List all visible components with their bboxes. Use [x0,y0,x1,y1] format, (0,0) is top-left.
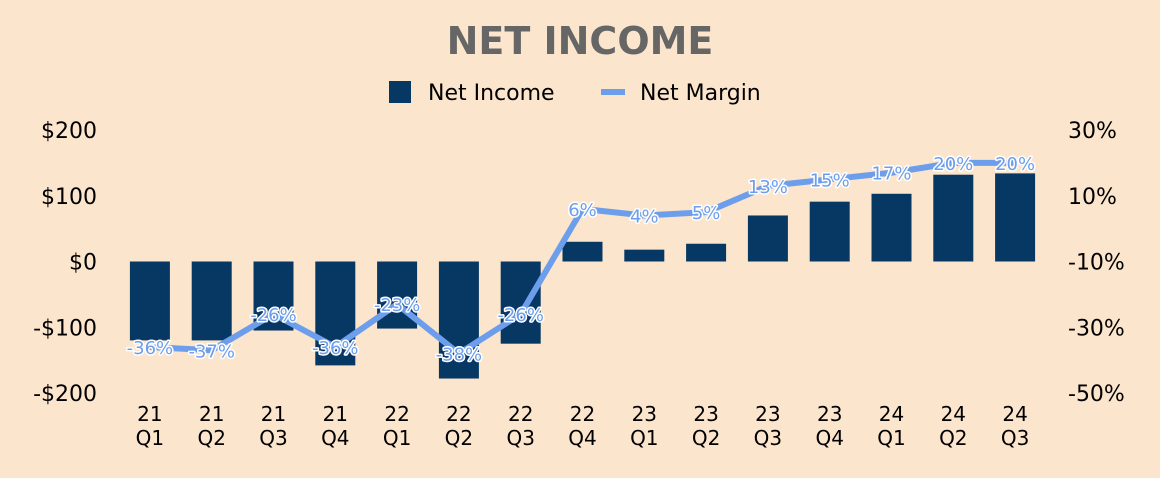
data-label-net-margin: -37% [188,341,235,362]
line-net-margin [146,159,1019,357]
left-tick-label: -$100 [33,316,97,341]
category-label: 23 Q1 [630,402,658,450]
right-tick-label: 30% [1068,119,1117,144]
data-label-net-margin: 20% [995,154,1035,175]
category-label: 21 Q1 [136,402,164,450]
chart-title: NET INCOME [447,19,714,63]
data-label-net-margin: 6% [568,200,597,221]
right-tick-label: -50% [1068,382,1125,407]
legend-label-net-margin: Net Margin [640,81,761,106]
bar-net-income [191,261,232,341]
category-label: 23 Q3 [754,402,782,450]
right-axis: 30% 10% -10% -30% -50% [1068,119,1125,407]
right-tick-label: -30% [1068,316,1125,341]
left-axis: $200 $100 $0 -$100 -$200 [33,119,97,407]
legend: Net Income Net Margin [389,81,761,106]
right-tick-label: 10% [1068,185,1117,210]
category-axis: 21 Q1 21 Q2 21 Q3 21 Q4 22 Q1 22 Q2 22 Q3 22 Q4 23 Q1 23 Q2… [136,402,1030,450]
bar-net-income [129,261,170,341]
bar-net-income [624,249,665,262]
data-label-net-margin: -26% [497,305,544,326]
category-label: 21 Q2 [197,402,225,450]
legend-swatch-net-income [389,81,411,103]
left-tick-label: -$200 [33,382,97,407]
bar-net-income [562,241,603,262]
data-label-net-margin: -36% [127,338,174,359]
category-label: 22 Q2 [445,402,473,450]
category-label: 23 Q2 [692,402,720,450]
data-label-net-margin: 5% [692,203,721,224]
bar-net-income [995,173,1036,262]
series-net-margin: -36% -37% -26% -36% -23% -38% -26% 6% 4% 5% 13% 15%… [125,152,1036,367]
data-label-net-margin: 4% [630,206,659,227]
data-label-net-margin: -26% [250,305,297,326]
legend-label-net-income: Net Income [428,81,555,106]
category-label: 22 Q4 [568,402,596,450]
category-label: 22 Q1 [383,402,411,450]
left-tick-label: $200 [41,119,97,144]
data-label-net-margin: -38% [436,345,483,366]
bar-net-income [871,193,912,262]
category-label: 24 Q2 [939,402,967,450]
left-tick-label: $0 [69,251,97,276]
bar-net-income [809,201,850,262]
data-label-net-margin: -23% [374,295,421,316]
left-tick-label: $100 [41,185,97,210]
bar-net-income [438,261,479,379]
bar-net-income [500,261,541,344]
data-label-net-margin: 20% [933,154,973,175]
right-tick-label: -10% [1068,251,1125,276]
bar-net-income [933,174,974,262]
bar-net-income [686,243,727,262]
category-label: 21 Q3 [259,402,287,450]
category-label: 24 Q3 [1001,402,1029,450]
category-label: 22 Q3 [506,402,534,450]
bars-net-income [129,173,1036,379]
category-label: 23 Q4 [815,402,843,450]
bar-net-income [747,215,788,262]
category-label: 24 Q1 [877,402,905,450]
data-label-net-margin: 17% [871,164,911,185]
data-label-net-margin: 13% [748,177,788,198]
data-label-net-margin: 15% [810,170,850,191]
data-label-net-margin: -36% [312,338,359,359]
category-label: 21 Q4 [321,402,349,450]
